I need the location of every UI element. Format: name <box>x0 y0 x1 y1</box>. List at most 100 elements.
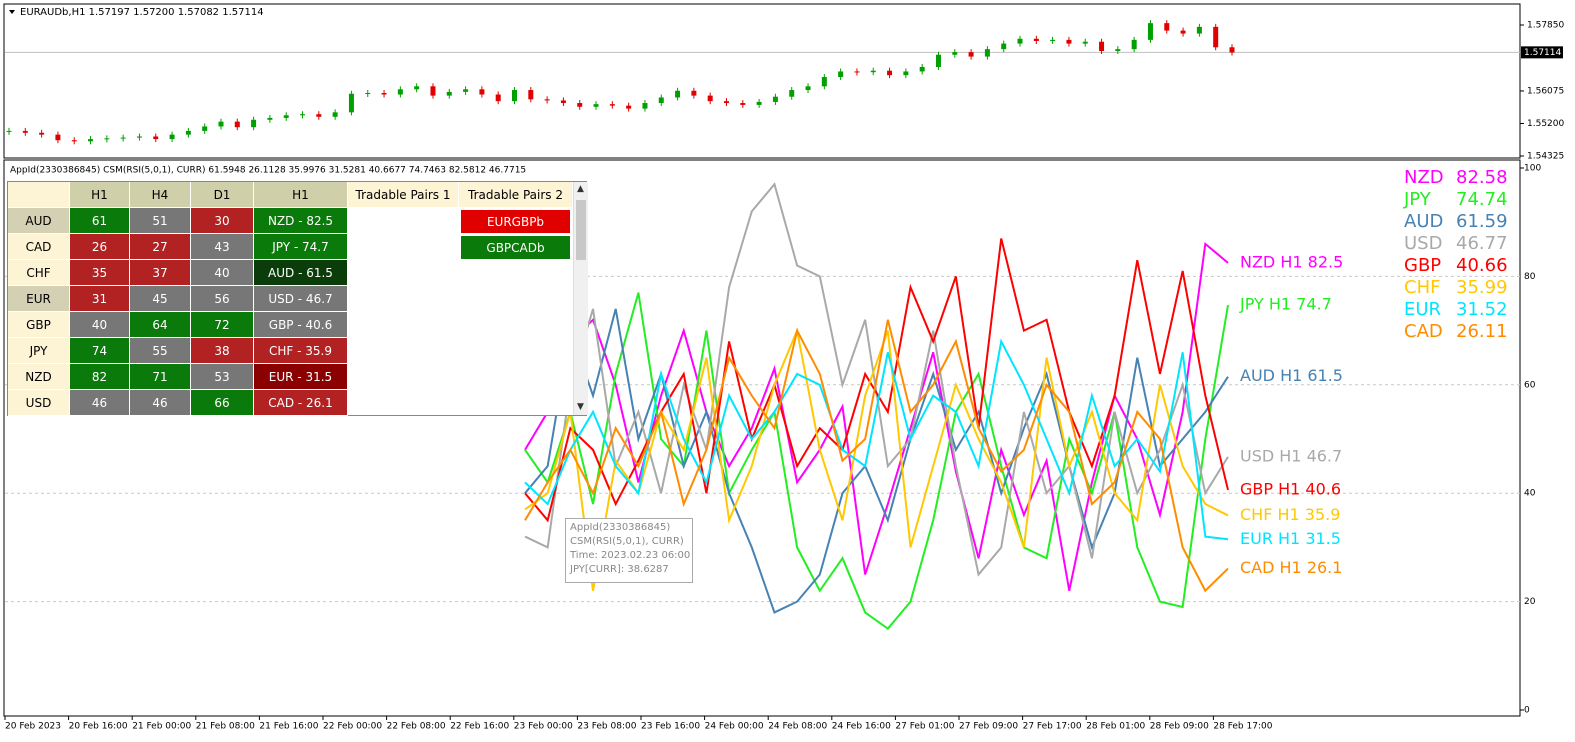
x-tick-label: 24 Feb 08:00 <box>768 722 827 732</box>
x-tick-label: 21 Feb 00:00 <box>132 722 191 732</box>
table-cell: EUR - 31.5 <box>254 364 348 390</box>
candle <box>821 77 827 87</box>
candle <box>935 54 941 67</box>
candle <box>234 121 240 128</box>
candle <box>414 86 420 90</box>
candle <box>316 114 322 117</box>
strength-line <box>524 338 1229 541</box>
menu-arrow[interactable] <box>9 10 15 14</box>
tooltip-line: CSM(RSI(5,0,1), CURR) <box>570 536 684 547</box>
candle <box>202 126 208 131</box>
candle <box>365 93 371 95</box>
legend-name: AUD <box>1404 211 1443 232</box>
candle <box>1147 23 1153 40</box>
legend-value: 46.77 <box>1456 233 1508 254</box>
candle <box>691 90 697 96</box>
candle <box>870 70 876 73</box>
tradable-pair[interactable]: EURGBPb <box>461 210 571 234</box>
table-header: H1 <box>254 182 348 208</box>
indicator-tick-label: 60 <box>1524 380 1536 390</box>
table-header: Tradable Pairs 2 <box>459 182 573 208</box>
candle <box>185 130 191 135</box>
line-end-label: CAD H1 26.1 <box>1240 558 1342 577</box>
price-tick-label: 1.54325 <box>1527 152 1564 162</box>
candle <box>1099 41 1105 52</box>
x-tick-label: 24 Feb 00:00 <box>705 722 764 732</box>
legend-value: 74.74 <box>1456 189 1508 210</box>
table-cell: CHF - 35.9 <box>254 338 348 364</box>
table-cell: 27 <box>130 234 191 260</box>
x-tick-label: 28 Feb 09:00 <box>1150 722 1209 732</box>
table-cell: EUR <box>8 286 70 312</box>
legend-value: 35.99 <box>1456 277 1508 298</box>
legend-name: USD <box>1404 233 1442 254</box>
table-cell: JPY <box>8 338 70 364</box>
strength-line <box>524 327 1229 591</box>
candle <box>789 90 795 97</box>
x-tick-label: 24 Feb 16:00 <box>832 722 891 732</box>
candle <box>984 49 990 57</box>
table-header: H4 <box>130 182 191 208</box>
candle <box>560 100 566 104</box>
tooltip-line: JPY[CURR]: 38.6287 <box>570 564 669 575</box>
candle <box>887 70 893 76</box>
candle <box>772 96 778 102</box>
candle <box>39 132 45 135</box>
strength-table: H1 H4 D1 H1 Tradable Pairs 1 Tradable Pairs 2… <box>7 181 588 416</box>
line-end-label: EUR H1 31.5 <box>1240 529 1341 548</box>
table-cell: 46 <box>130 390 191 416</box>
x-tick-label: 28 Feb 01:00 <box>1086 722 1145 732</box>
candle <box>283 115 289 118</box>
candle <box>1082 41 1088 44</box>
legend-value: 26.11 <box>1456 321 1508 342</box>
candle <box>397 89 403 95</box>
candle <box>55 134 61 141</box>
candle <box>1180 30 1186 34</box>
price-pane <box>3 3 1521 159</box>
table-cell: 82 <box>70 364 130 390</box>
tooltip: AppId(2330386845) CSM(RSI(5,0,1), CURR) Ti… <box>565 518 693 583</box>
legend-name: JPY <box>1403 189 1432 210</box>
candle <box>756 101 762 105</box>
candle <box>903 71 909 76</box>
candle <box>88 139 94 142</box>
scroll-thumb[interactable] <box>576 200 586 260</box>
table-cell: 37 <box>130 260 191 286</box>
x-tick-label: 23 Feb 16:00 <box>641 722 700 732</box>
table-cell: 46 <box>70 390 130 416</box>
price-tick-label: 1.56075 <box>1527 86 1564 96</box>
indicator-tick-label: 20 <box>1524 597 1536 607</box>
x-tick-label: 27 Feb 17:00 <box>1023 722 1082 732</box>
candle <box>218 121 224 127</box>
candle <box>658 97 664 104</box>
candle <box>300 114 306 116</box>
candle <box>642 103 648 109</box>
table-cell: 71 <box>130 364 191 390</box>
legend-value: 31.52 <box>1456 299 1508 320</box>
strength-line <box>524 238 1229 523</box>
candle <box>332 112 338 117</box>
candle <box>430 86 436 96</box>
candle <box>609 104 615 106</box>
tradable-pair[interactable]: GBPCADb <box>461 236 571 260</box>
candle <box>952 52 958 55</box>
line-end-label: GBP H1 40.6 <box>1240 479 1341 498</box>
candle <box>479 89 485 95</box>
table-cell: 45 <box>130 286 191 312</box>
candle <box>919 66 925 72</box>
strength-line <box>524 319 1229 593</box>
table-cell: JPY - 74.7 <box>254 234 348 260</box>
candle <box>675 90 681 98</box>
table-cell: 26 <box>70 234 130 260</box>
table-cell: 66 <box>191 390 254 416</box>
scrollbar: ▲ ▼ <box>573 182 588 415</box>
candle <box>1115 49 1121 52</box>
line-end-label: NZD H1 82.5 <box>1240 252 1343 271</box>
table-header: H1 <box>70 182 130 208</box>
candle <box>1164 23 1170 31</box>
legend-name: NZD <box>1404 167 1444 188</box>
table-cell: 40 <box>191 260 254 286</box>
candle <box>577 103 583 107</box>
candle <box>348 93 354 113</box>
